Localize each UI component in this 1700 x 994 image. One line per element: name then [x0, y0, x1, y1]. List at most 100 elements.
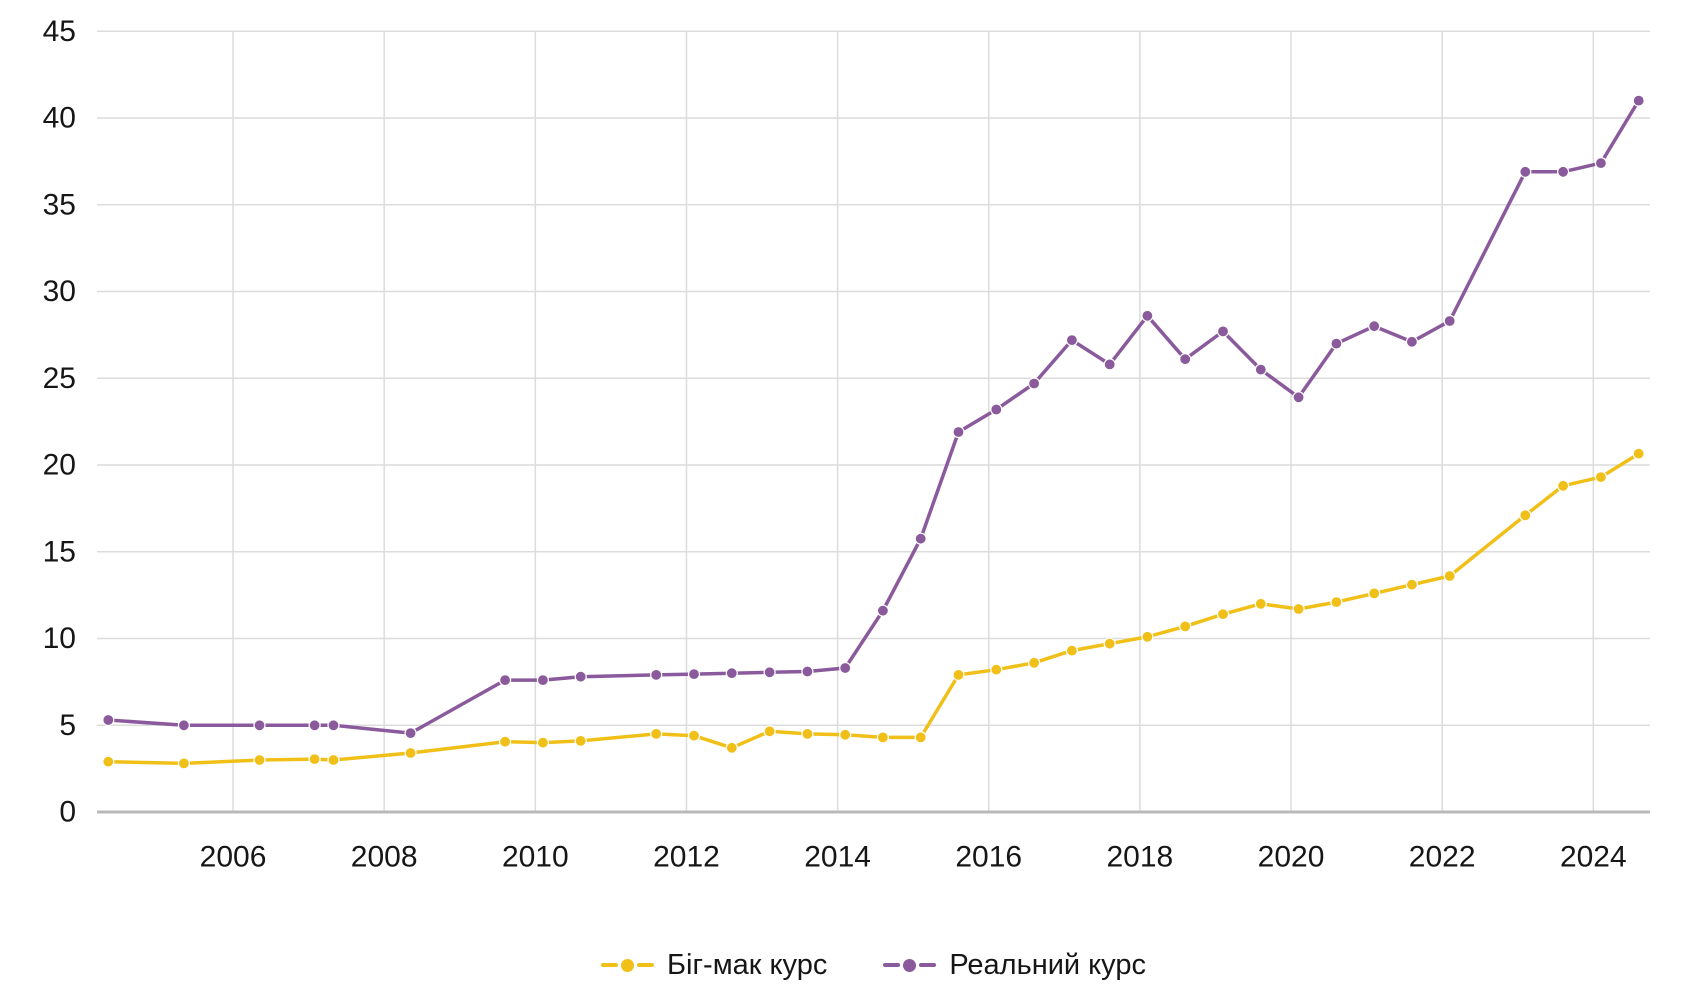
real-data-point [177, 719, 190, 732]
x-axis-tick-label: 2024 [1560, 841, 1627, 874]
real-data-point [952, 425, 965, 439]
bigmac-data-point [1103, 637, 1116, 650]
y-axis-tick-label: 15 [43, 535, 76, 568]
real-data-point [650, 668, 663, 682]
bigmac-data-point [102, 755, 115, 768]
real-data-point [990, 403, 1003, 416]
real-data-point [1405, 335, 1419, 348]
bigmac-data-point [1519, 509, 1532, 522]
bigmac-data-point [952, 668, 965, 682]
bigmac-data-point [725, 741, 738, 754]
real-data-point [1103, 358, 1116, 371]
bigmac-data-point [1368, 587, 1381, 600]
real-data-point [763, 666, 776, 679]
real-data-point [1368, 320, 1381, 333]
x-axis-tick-label: 2014 [804, 841, 871, 874]
y-axis-tick-label: 40 [43, 102, 76, 135]
bigmac-data-point [1254, 597, 1267, 610]
real-data-point [839, 661, 852, 675]
y-axis-tick-label: 35 [43, 188, 76, 221]
real-data-point [499, 673, 512, 687]
bigmac-data-point [574, 734, 587, 748]
bigmac-data-point [1443, 569, 1456, 583]
real-data-point [1330, 337, 1343, 350]
bigmac-data-point [801, 727, 814, 741]
y-axis-tick-label: 30 [43, 275, 76, 308]
real-line-marker-icon [883, 958, 937, 972]
bigmac-data-point [1594, 471, 1608, 484]
real-data-point [914, 532, 927, 545]
bigmac-data-point [177, 757, 190, 770]
real-data-point [536, 673, 550, 687]
legend-label-real: Реальний курс [949, 948, 1146, 981]
x-axis-tick-label: 2012 [653, 841, 720, 874]
real-data-point [1632, 94, 1645, 107]
real-data-point [1292, 391, 1305, 404]
real-data-point [327, 719, 340, 732]
real-data-point [574, 670, 587, 683]
bigmac-data-point [1065, 644, 1079, 657]
bigmac-data-point [687, 729, 701, 742]
chart-legend: Біг-мак курс Реальний курс [97, 938, 1650, 992]
bigmac-data-point [650, 727, 663, 741]
real-data-point [1027, 377, 1041, 390]
x-axis-tick-label: 2022 [1409, 841, 1476, 874]
real-data-point [1519, 165, 1532, 178]
x-axis-tick-label: 2008 [351, 841, 418, 874]
legend-label-bigmac: Біг-мак курс [667, 948, 828, 981]
y-axis-tick-label: 10 [43, 622, 76, 655]
bigmac-data-point [1632, 447, 1645, 460]
y-axis-tick-label: 5 [59, 709, 76, 742]
real-data-point [308, 719, 321, 732]
x-axis-tick-label: 2006 [200, 841, 267, 874]
bigmac-data-point [914, 731, 927, 744]
bigmac-data-point [308, 752, 321, 766]
x-axis-tick-label: 2016 [955, 841, 1022, 874]
bigmac-data-point [763, 725, 776, 738]
bigmac-data-point [876, 731, 890, 744]
bigmac-data-point [404, 746, 417, 760]
bigmac-data-point [1141, 630, 1154, 643]
real-data-point [1179, 353, 1192, 366]
bigmac-data-point [1405, 578, 1419, 591]
real-data-point [1141, 309, 1154, 322]
y-axis-tick-label: 25 [43, 362, 76, 395]
y-axis-tick-label: 20 [43, 449, 76, 482]
chart-container: 0 5 10 15 20 25 30 35 40 45 2006 2008 2010 2012 2014 20… [43, 15, 1650, 874]
legend-item-real: Реальний курс [883, 948, 1146, 981]
bigmac-data-point [1292, 602, 1305, 616]
real-data-point [1254, 363, 1267, 376]
bigmac-data-point [1027, 656, 1041, 669]
legend-item-bigmac: Біг-мак курс [601, 948, 828, 981]
bigmac-data-point [499, 735, 512, 748]
real-data-point [1594, 157, 1608, 170]
bigmac-line-marker-icon [601, 958, 654, 972]
bigmac-data-point [990, 663, 1003, 676]
y-axis-tick-label: 45 [43, 15, 76, 48]
real-data-point [1556, 165, 1570, 178]
bigmac-data-point [1216, 608, 1230, 621]
x-axis-tick-label: 2020 [1258, 841, 1325, 874]
real-data-point [1443, 314, 1456, 328]
real-data-point [801, 665, 814, 678]
bigmac-data-point [536, 736, 550, 749]
real-data-point [1216, 325, 1230, 338]
x-axis-tick-label: 2018 [1107, 841, 1174, 874]
bigmac-data-point [327, 753, 340, 767]
real-data-point [1065, 334, 1079, 347]
bigmac-data-point [1330, 595, 1343, 609]
real-data-point [404, 726, 417, 740]
bigmac-series-line [106, 451, 1641, 766]
real-data-point [102, 713, 115, 727]
bigmac-data-point [1556, 479, 1570, 492]
real-data-point [687, 667, 701, 681]
bigmac-data-point [253, 753, 266, 767]
line-chart: 0 5 10 15 20 25 30 35 40 45 2006 2008 2010 2012 2014 20… [43, 15, 1650, 874]
y-axis-tick-label: 0 [59, 796, 76, 829]
x-axis-tick-label: 2010 [502, 841, 569, 874]
real-data-point [253, 719, 266, 732]
bigmac-data-point [839, 728, 852, 741]
real-data-point [876, 604, 890, 617]
bigmac-data-point [1179, 620, 1192, 633]
real-data-point [725, 667, 738, 680]
